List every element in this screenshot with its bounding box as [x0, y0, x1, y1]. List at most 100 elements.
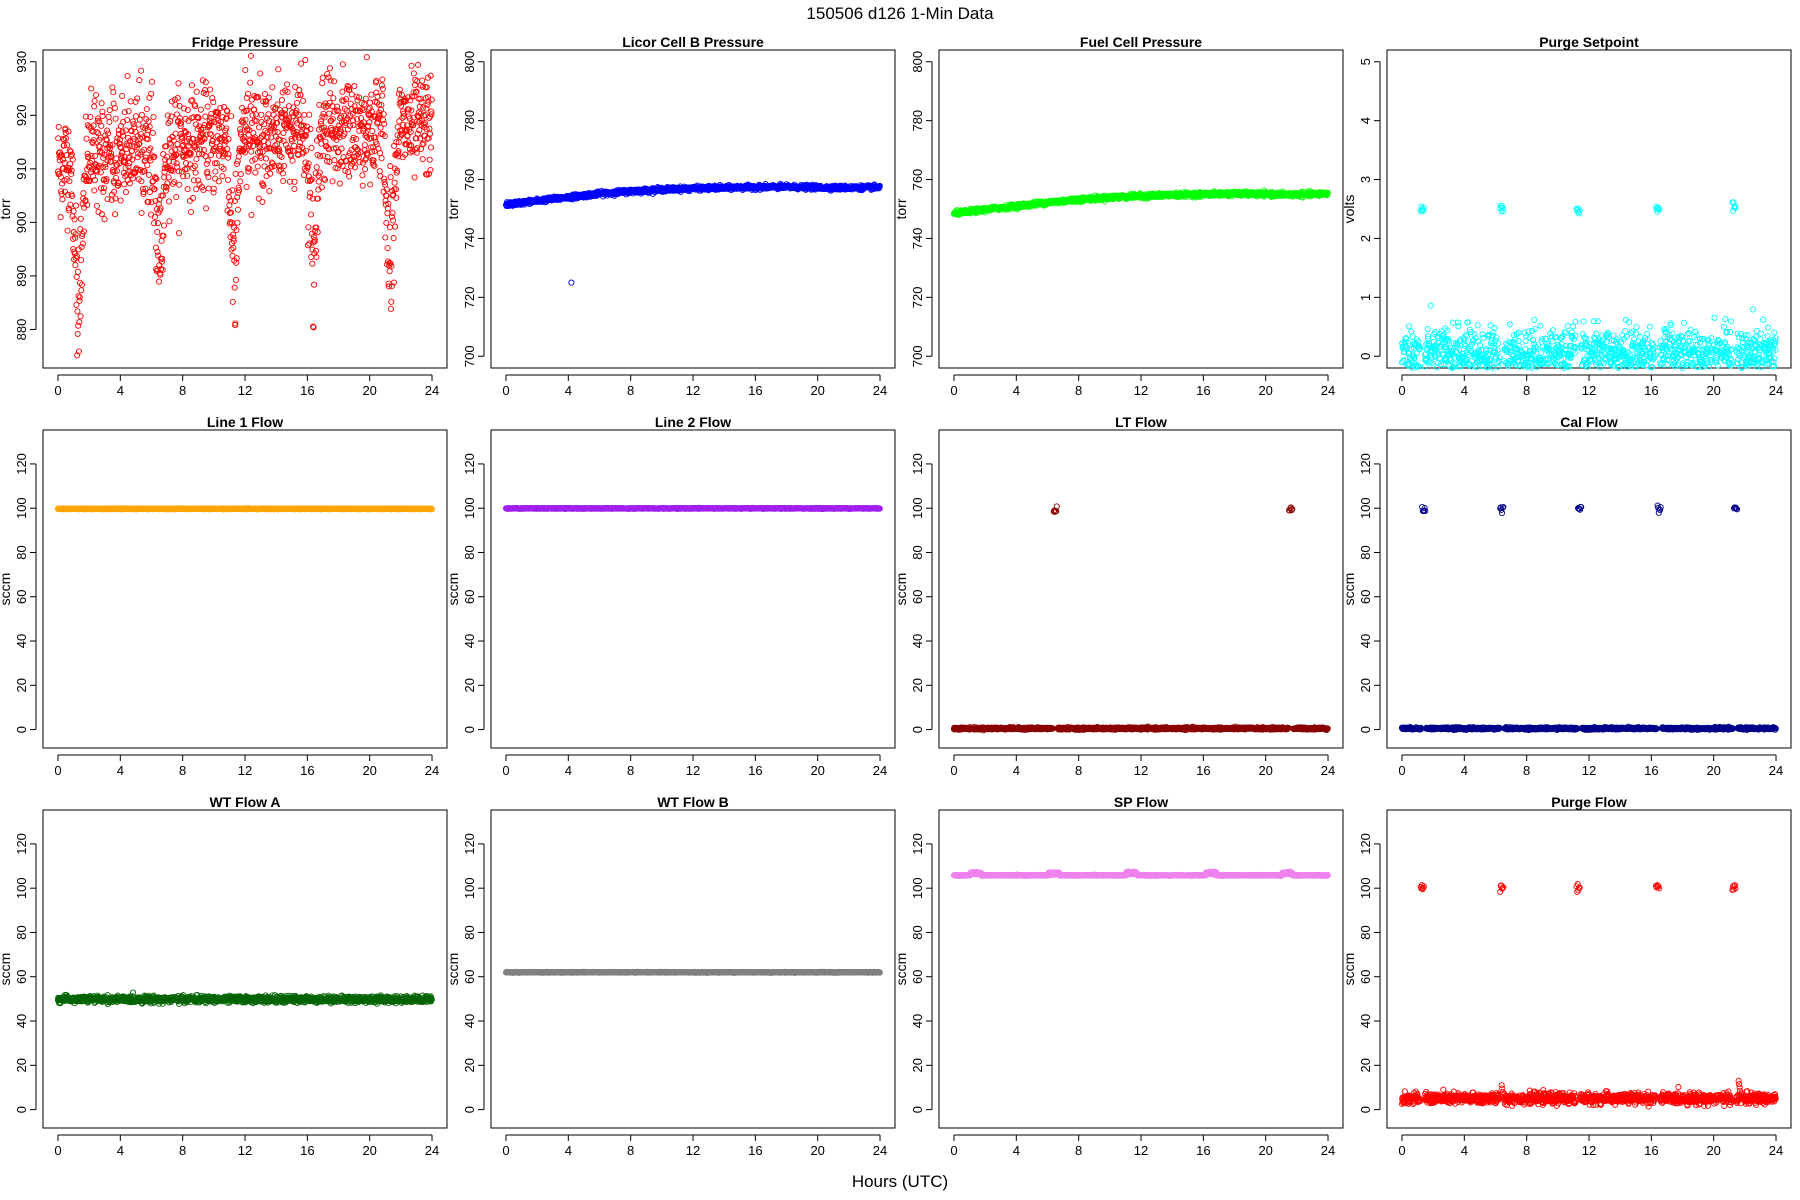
- data-point: [216, 124, 223, 131]
- data-point: [74, 352, 81, 359]
- data-point: [419, 156, 426, 163]
- y-tick-label: 740: [910, 228, 925, 250]
- data-point: [389, 209, 396, 217]
- data-point: [74, 330, 81, 337]
- data-points: [502, 180, 883, 286]
- data-point: [158, 258, 165, 265]
- data-point: [227, 209, 235, 216]
- data-point: [249, 112, 256, 119]
- data-point: [144, 136, 151, 143]
- data-point: [330, 95, 337, 102]
- data-point: [162, 183, 169, 190]
- data-point: [240, 147, 247, 154]
- data-point: [224, 145, 231, 152]
- data-point: [145, 127, 152, 134]
- y-tick-label: 720: [462, 286, 477, 308]
- data-point: [99, 112, 106, 120]
- data-point: [169, 167, 176, 174]
- data-point: [184, 186, 191, 193]
- y-tick-label: 700: [910, 345, 925, 367]
- data-point: [196, 123, 203, 130]
- data-point: [348, 91, 355, 98]
- data-point: [149, 129, 156, 136]
- data-point: [326, 110, 333, 117]
- data-point: [305, 224, 312, 231]
- data-point: [166, 218, 173, 225]
- data-point: [1572, 318, 1579, 325]
- data-point: [1515, 337, 1522, 344]
- data-point: [173, 193, 180, 201]
- data-point: [122, 127, 129, 134]
- data-point: [307, 211, 315, 218]
- data-point: [173, 151, 180, 158]
- data-point: [245, 90, 252, 97]
- data-point: [111, 188, 118, 195]
- data-point: [176, 181, 183, 188]
- data-point: [159, 192, 166, 199]
- data-point: [83, 135, 90, 142]
- data-point: [197, 106, 204, 113]
- data-point: [66, 178, 73, 185]
- data-point: [258, 111, 265, 118]
- data-point: [230, 231, 237, 238]
- y-tick-label: 910: [14, 158, 29, 180]
- data-point: [280, 177, 287, 185]
- data-point: [302, 56, 309, 64]
- data-point: [72, 231, 79, 238]
- x-tick-label: 4: [565, 383, 572, 398]
- data-point: [378, 155, 385, 162]
- data-point: [414, 61, 422, 68]
- data-point: [228, 246, 235, 253]
- data-point: [1455, 323, 1462, 330]
- data-point: [228, 113, 235, 120]
- data-point: [100, 188, 107, 195]
- y-axis-label: torr: [0, 198, 13, 219]
- data-point: [329, 178, 336, 185]
- data-point: [59, 196, 66, 203]
- data-point: [210, 99, 217, 106]
- data-point: [246, 165, 253, 172]
- data-point: [202, 205, 210, 212]
- data-points: [950, 187, 1331, 218]
- data-point: [217, 104, 224, 112]
- data-point: [132, 98, 139, 105]
- data-point: [214, 109, 222, 116]
- data-point: [319, 80, 326, 87]
- panel-title: Fuel Cell Pressure: [1080, 34, 1202, 50]
- data-point: [180, 105, 188, 112]
- data-point: [90, 122, 97, 129]
- data-point: [89, 140, 96, 147]
- x-tick-label: 4: [1013, 383, 1020, 398]
- data-point: [67, 152, 75, 160]
- data-point: [221, 150, 229, 158]
- data-point: [226, 188, 233, 195]
- data-point: [112, 211, 119, 218]
- data-point: [138, 178, 145, 185]
- data-point: [265, 94, 272, 101]
- data-point: [266, 188, 273, 195]
- data-point: [336, 180, 343, 187]
- y-tick-label: 760: [462, 169, 477, 191]
- data-point: [244, 107, 251, 114]
- data-point: [158, 237, 165, 244]
- data-point: [195, 115, 202, 122]
- data-point: [146, 123, 153, 130]
- data-point: [138, 111, 145, 118]
- data-point: [173, 111, 180, 118]
- data-point: [324, 70, 331, 77]
- data-point: [233, 160, 240, 167]
- data-point: [284, 81, 291, 88]
- data-point: [91, 103, 98, 110]
- y-tick-label: 760: [910, 169, 925, 191]
- data-point: [247, 79, 254, 86]
- data-point: [98, 211, 105, 218]
- data-point: [307, 189, 314, 196]
- data-point: [87, 113, 94, 120]
- data-point: [141, 157, 149, 164]
- data-point: [215, 178, 222, 185]
- data-point: [119, 128, 126, 135]
- data-point: [203, 160, 210, 167]
- data-point: [72, 234, 79, 241]
- data-point: [190, 135, 197, 143]
